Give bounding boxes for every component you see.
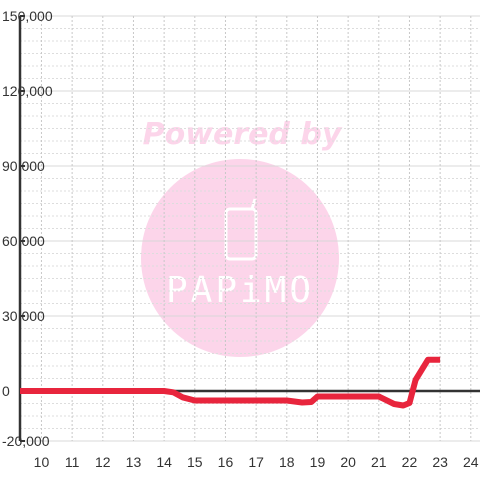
x-tick-label: 11 — [65, 454, 80, 470]
y-tick-label: 60,000 — [2, 233, 45, 249]
x-tick-label: 17 — [248, 454, 264, 470]
watermark-powered-by: Powered by — [143, 117, 343, 152]
x-tick-label: 13 — [126, 454, 142, 470]
grid — [20, 15, 480, 442]
x-tick-label: 12 — [95, 454, 111, 470]
x-tick-label: 24 — [463, 454, 479, 470]
series-line — [20, 356, 441, 409]
x-tick-label: 14 — [156, 454, 172, 470]
series-layer — [20, 356, 441, 409]
y-tick-label: 90,000 — [2, 158, 45, 174]
x-tick-label: 10 — [34, 454, 50, 470]
x-axis-tick-labels: 10 11 12 13 14 15 16 17 18 19 20 21 22 23 24 — [34, 454, 479, 470]
y-tick-label: 150,000 — [2, 8, 53, 24]
x-tick-label: 19 — [310, 454, 326, 470]
y-axis-tick-labels: -20,000 0 30,000 60,000 90,000 120,000 150,000 — [2, 8, 53, 449]
x-tick-label: 21 — [371, 454, 387, 470]
x-tick-label: 23 — [432, 454, 448, 470]
x-tick-label: 18 — [279, 454, 295, 470]
x-tick-label: 15 — [187, 454, 203, 470]
x-tick-label: 16 — [218, 454, 234, 470]
x-tick-label: 22 — [402, 454, 418, 470]
y-tick-label: 120,000 — [2, 83, 53, 99]
y-tick-label: -20,000 — [2, 433, 50, 449]
x-tick-label: 20 — [340, 454, 356, 470]
y-tick-label: 0 — [2, 383, 10, 399]
y-tick-label: 30,000 — [2, 308, 45, 324]
